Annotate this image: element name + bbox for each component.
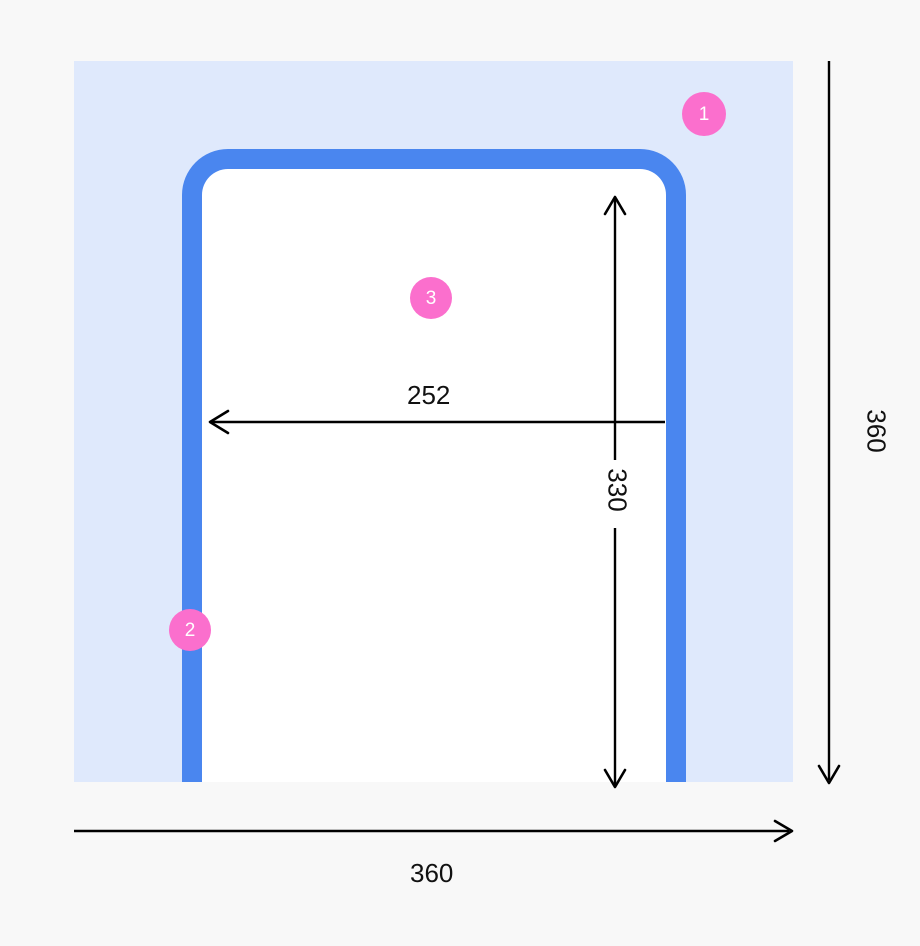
dimension-label-inner-width: 252 <box>407 380 451 410</box>
dimension-label-viewport-height: 360 <box>861 409 892 453</box>
dimension-line-viewport-height <box>817 61 841 785</box>
dimension-line-viewport-width <box>74 819 794 843</box>
callout-badge-2[interactable]: 2 <box>169 609 211 651</box>
dimension-label-inner-height: 330 <box>602 468 633 512</box>
dimension-label-viewport-width: 360 <box>410 858 454 888</box>
rounded-device-frame <box>182 149 686 782</box>
callout-badge-1-label: 1 <box>698 103 710 125</box>
callout-badge-2-label: 2 <box>184 619 196 641</box>
callout-badge-3-label: 3 <box>425 287 437 309</box>
callout-badge-1[interactable]: 1 <box>682 92 726 136</box>
arrowhead-down-icon <box>817 764 841 785</box>
arrowhead-right-icon <box>773 819 794 843</box>
callout-badge-3[interactable]: 3 <box>410 277 452 319</box>
viewport-bounds <box>74 61 793 782</box>
